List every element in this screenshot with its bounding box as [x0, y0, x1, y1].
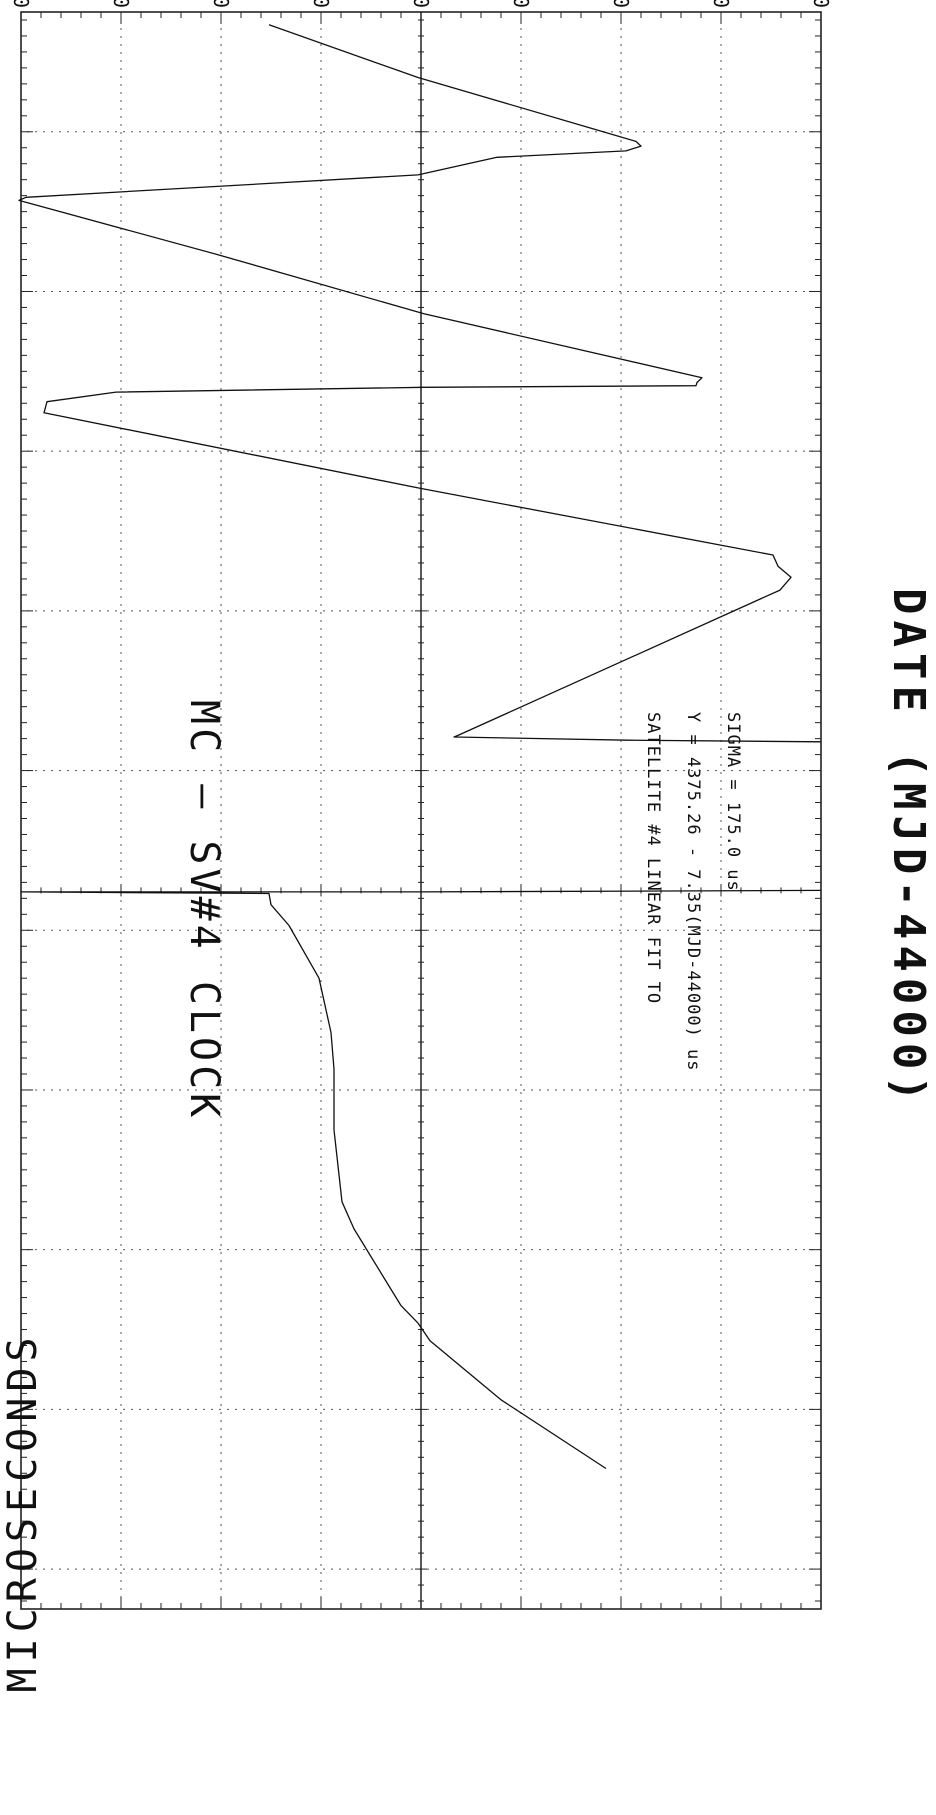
x-tick-label: 560	[0, 593, 2, 629]
y-tick-label: -300	[109, 0, 133, 8]
y-tick-labels: 400 300 200 100 0 -100 -200 -300 -400	[9, 0, 833, 8]
x-tick-label: 590	[0, 1072, 2, 1108]
tick-marks	[20, 12, 822, 1609]
y-tick-label: -200	[209, 0, 233, 8]
x-tick-label: 550	[0, 433, 2, 469]
x-tick-label: 570	[0, 753, 2, 789]
x-tick-label: 580	[0, 912, 2, 948]
x-axis-label: DATE (MJD-44000)	[883, 588, 934, 1108]
y-tick-label: 0	[409, 0, 433, 8]
annotation-line-3: SIGMA = 175.0 us	[723, 712, 743, 892]
y-tick-label: 100	[509, 0, 533, 8]
x-tick-label: 600	[0, 1232, 2, 1268]
rotated-plot: 530 540 550 560 570 580 590 600 610 620 400 300 200…	[0, 0, 934, 1610]
y-tick-label: 400	[809, 0, 833, 8]
x-tick-labels: 530 540 550 560 570 580 590 600 610 620	[0, 114, 2, 1587]
y-axis-label: MICROSECONDS	[0, 1332, 46, 1693]
plot-frame	[20, 11, 822, 1610]
x-tick-label: 620	[0, 1551, 2, 1587]
series-line-2	[20, 889, 822, 1470]
y-tick-label: -100	[309, 0, 333, 8]
annotation-line-1: SATELLITE #4 LINEAR FIT TO	[643, 712, 663, 1004]
y-tick-label: -400	[9, 0, 33, 8]
series-line-1	[18, 24, 822, 743]
y-tick-label: 300	[709, 0, 733, 8]
series-group	[18, 24, 822, 1470]
x-tick-label: 540	[0, 273, 2, 309]
y-tick-label: 200	[609, 0, 633, 8]
x-tick-label: 530	[0, 114, 2, 150]
x-tick-label: 610	[0, 1391, 2, 1427]
chart-title: MC – SV#4 CLOCK	[181, 700, 227, 1121]
annotation-line-2: Y = 4375.26 - 7.35(MJD-44000) us	[683, 712, 703, 1072]
